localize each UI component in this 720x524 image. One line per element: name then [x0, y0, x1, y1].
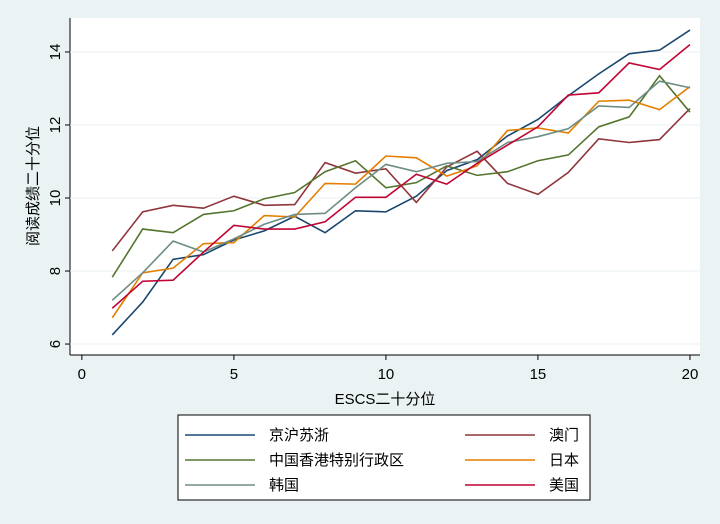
series-line: [111, 29, 691, 336]
x-tick-label: 20: [682, 366, 699, 383]
x-tick-label: 0: [78, 366, 86, 383]
y-axis-title: 阅读成绩二十分位: [25, 126, 42, 246]
y-tick-label: 8: [47, 267, 64, 275]
x-axis-title: ESCS二十分位: [335, 391, 436, 408]
x-tick-label: 10: [378, 366, 395, 383]
legend-label: 澳门: [549, 427, 579, 444]
series-line: [111, 86, 691, 319]
y-tick-label: 14: [47, 44, 64, 61]
series-line: [111, 80, 691, 301]
y-tick-label: 10: [47, 190, 64, 207]
legend-box: [177, 414, 591, 501]
y-tick-label: 6: [47, 340, 64, 348]
legend-label: 日本: [549, 452, 579, 469]
legend-label: 美国: [549, 477, 579, 494]
series-line: [111, 44, 691, 309]
legend-label: 京沪苏浙: [269, 427, 329, 444]
x-tick-label: 5: [230, 366, 238, 383]
legend-label: 中国香港特别行政区: [269, 452, 404, 469]
legend-label: 韩国: [269, 477, 299, 494]
y-tick-label: 12: [47, 117, 64, 134]
x-tick-label: 15: [530, 366, 547, 383]
